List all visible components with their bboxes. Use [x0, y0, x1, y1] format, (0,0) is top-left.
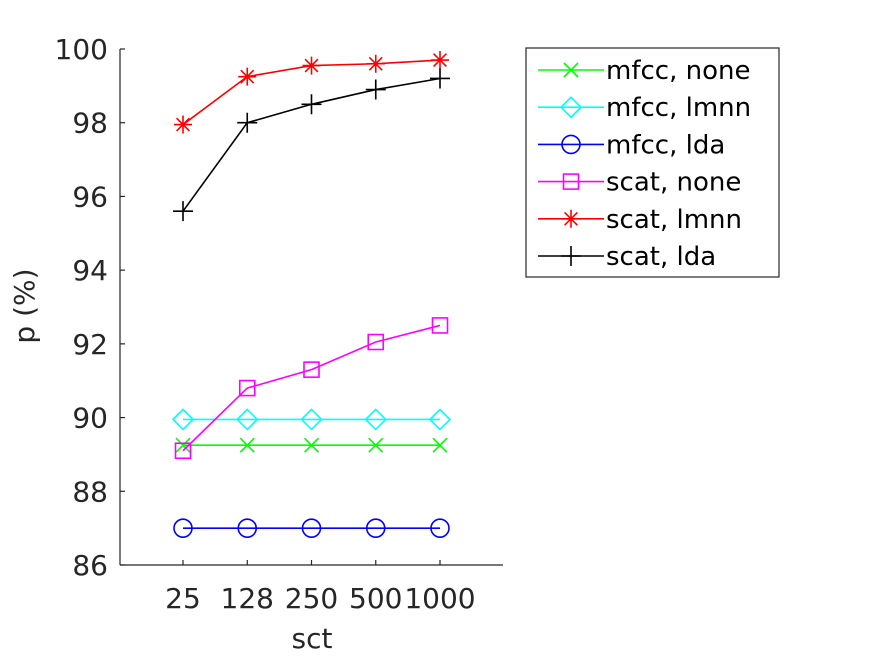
y-tick-label: 92	[72, 328, 108, 361]
x-tick-label: 25	[165, 582, 201, 615]
data-point	[428, 408, 452, 431]
series-mfcc-lda	[173, 518, 450, 538]
series-scat-none	[174, 317, 449, 460]
legend-item: mfcc, lmnn	[538, 93, 751, 123]
data-point	[174, 115, 192, 134]
data-point	[364, 408, 387, 431]
legend-label: scat, none	[606, 168, 741, 198]
axes: 86 88 90 92 94 96 98 100 25 128 250 500 1000	[55, 33, 503, 615]
data-point	[174, 442, 192, 460]
legend-label: scat, lda	[606, 242, 716, 272]
data-point	[432, 437, 448, 453]
data-point	[173, 518, 193, 538]
data-point	[237, 112, 258, 133]
data-point	[238, 379, 256, 397]
data-point	[431, 51, 449, 70]
data-point	[236, 408, 259, 431]
legend-label: scat, lmnn	[606, 205, 742, 235]
legend-label: mfcc, none	[606, 56, 750, 86]
y-tick-label: 88	[72, 475, 108, 508]
y-tick-label: 100	[55, 33, 108, 66]
legend-item: mfcc, lda	[538, 130, 725, 160]
legend: mfcc, none mfcc, lmnn mfcc, lda scat, none s…	[525, 47, 780, 278]
data-point	[431, 317, 449, 334]
data-point	[237, 518, 258, 538]
data-point	[430, 68, 450, 89]
series-mfcc-lmnn	[171, 408, 452, 431]
x-axis-label: sct	[292, 622, 333, 655]
x-tick-label: 128	[221, 582, 274, 615]
data-point	[302, 56, 321, 75]
data-point	[175, 437, 191, 453]
data-point	[239, 437, 255, 453]
data-point	[301, 518, 322, 538]
series-layer	[171, 51, 452, 538]
y-tick-label: 94	[72, 254, 108, 287]
data-point	[300, 408, 323, 431]
legend-item: scat, lda	[538, 242, 716, 272]
x-tick-label: 1000	[404, 582, 475, 615]
series-mfcc-none	[175, 437, 448, 453]
y-axis-label: p (%)	[8, 268, 41, 343]
legend-item: mfcc, none	[538, 56, 750, 86]
data-point	[366, 54, 385, 73]
y-tick-label: 98	[72, 107, 108, 140]
legend-marker	[562, 209, 580, 228]
y-tick-label: 86	[72, 549, 108, 582]
data-point	[303, 437, 320, 453]
series-scat-lda	[173, 68, 450, 222]
legend-marker	[561, 246, 581, 266]
data-point	[173, 201, 193, 222]
legend-marker	[562, 173, 580, 190]
data-point	[301, 94, 322, 115]
data-point	[365, 518, 386, 538]
series-line	[182, 324, 441, 452]
data-point	[367, 333, 385, 351]
data-point	[238, 67, 257, 86]
legend-box	[525, 47, 780, 278]
legend-item: scat, none	[538, 168, 741, 198]
data-point	[368, 437, 384, 453]
data-point	[365, 79, 386, 100]
legend-item: scat, lmnn	[538, 205, 742, 235]
y-tick-label: 90	[72, 402, 108, 435]
series-scat-lmnn	[174, 51, 449, 134]
data-point	[303, 361, 320, 378]
data-point	[171, 408, 195, 431]
data-point	[430, 518, 450, 538]
legend-marker	[561, 134, 581, 155]
legend-marker	[559, 96, 583, 119]
x-tick-label: 500	[349, 582, 402, 615]
x-tick-label: 250	[285, 582, 338, 615]
legend-label: mfcc, lda	[606, 130, 725, 160]
y-tick-label: 96	[72, 180, 108, 213]
legend-label: mfcc, lmnn	[606, 93, 751, 123]
legend-marker	[563, 62, 579, 78]
